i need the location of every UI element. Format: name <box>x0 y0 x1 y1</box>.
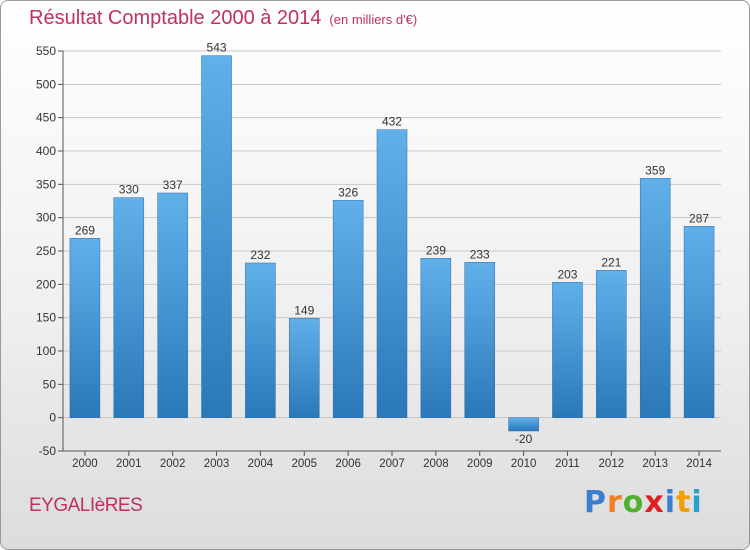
value-label-2014: 287 <box>689 211 709 225</box>
y-tick-label: 450 <box>36 111 56 125</box>
chart-title-text: Résultat Comptable 2000 à 2014 <box>29 7 322 29</box>
value-label-2003: 543 <box>207 41 227 55</box>
bar-2013 <box>639 178 671 418</box>
bar-2010 <box>508 417 539 432</box>
value-label-2013: 359 <box>645 163 665 177</box>
bar-2009 <box>464 262 495 418</box>
y-tick-label: 500 <box>36 77 56 91</box>
value-label-2011: 203 <box>557 267 577 281</box>
x-tick-label-2009: 2009 <box>467 458 493 470</box>
bar-2011 <box>552 282 583 418</box>
value-labels: 269 330 337 543 232 149 326 432 239 233 -20 203 221 3… <box>75 41 709 446</box>
logo-letter: i <box>664 485 677 520</box>
y-tick-label: 300 <box>36 211 56 225</box>
bar-2007 <box>376 129 408 418</box>
bars <box>69 55 715 432</box>
logo-letter: t <box>676 485 692 520</box>
y-tick-label: 100 <box>36 344 56 358</box>
x-tick-label-2013: 2013 <box>642 458 668 470</box>
value-label-2009: 233 <box>470 247 490 261</box>
bar-2002 <box>157 192 188 418</box>
value-label-2012: 221 <box>601 255 621 269</box>
logo-letter: P <box>584 485 607 520</box>
y-tick-label: 400 <box>36 144 56 158</box>
axes: -50 0 50 100 150 200 250 300 350 400 450 500 550 2000… <box>36 44 721 470</box>
logo-letter: r <box>607 485 623 520</box>
x-tick-label-2007: 2007 <box>379 458 405 470</box>
x-tick-label-2005: 2005 <box>291 458 317 470</box>
x-tick-label-2003: 2003 <box>204 458 230 470</box>
bar-2012 <box>596 270 627 418</box>
value-label-2008: 239 <box>426 243 446 257</box>
value-label-2005: 149 <box>294 303 314 317</box>
y-tick-label: 250 <box>36 244 56 258</box>
value-label-2002: 337 <box>163 178 183 192</box>
value-label-2010: -20 <box>515 432 533 446</box>
proxiti-logo: Proxiti <box>584 485 703 520</box>
chart-subtitle: (en milliers d'€) <box>329 12 418 27</box>
bar-2014 <box>683 226 715 418</box>
logo-letter: i <box>691 485 703 520</box>
y-tick-label: 350 <box>36 177 56 191</box>
x-tick-label-2006: 2006 <box>335 458 361 470</box>
chart-title: Résultat Comptable 2000 à 2014 (en millie… <box>29 7 417 30</box>
x-tick-label-2008: 2008 <box>423 458 449 470</box>
x-tick-label-2001: 2001 <box>116 458 142 470</box>
commune-name: EYGALIèRES <box>29 495 143 516</box>
y-tick-label: 50 <box>43 377 57 391</box>
bar-2003 <box>201 55 232 418</box>
x-tick-label-2002: 2002 <box>160 458 186 470</box>
bar-2001 <box>113 197 145 418</box>
x-tick-label-2012: 2012 <box>599 458 625 470</box>
y-tick-label: 550 <box>36 44 56 58</box>
value-label-2004: 232 <box>250 248 270 262</box>
x-tick-label-2004: 2004 <box>248 458 274 470</box>
value-label-2000: 269 <box>75 223 95 237</box>
y-tick-label: 0 <box>49 411 56 425</box>
x-tick-label-2000: 2000 <box>72 458 98 470</box>
value-label-2007: 432 <box>382 115 402 129</box>
y-tick-label: 200 <box>36 277 56 291</box>
value-label-2001: 330 <box>119 183 139 197</box>
x-tick-label-2011: 2011 <box>555 458 580 470</box>
bar-2000 <box>69 238 101 418</box>
x-tick-label-2010: 2010 <box>511 458 537 470</box>
bar-2006 <box>332 200 364 418</box>
bar-2008 <box>420 258 452 418</box>
bar-2005 <box>289 318 320 418</box>
logo-letter: o <box>622 485 645 520</box>
bar-2004 <box>245 262 276 418</box>
y-tick-label: 150 <box>36 311 56 325</box>
logo-letter: x <box>644 485 665 520</box>
x-tick-label-2014: 2014 <box>686 458 712 470</box>
y-tick-label: -50 <box>39 444 57 458</box>
value-label-2006: 326 <box>338 185 358 199</box>
